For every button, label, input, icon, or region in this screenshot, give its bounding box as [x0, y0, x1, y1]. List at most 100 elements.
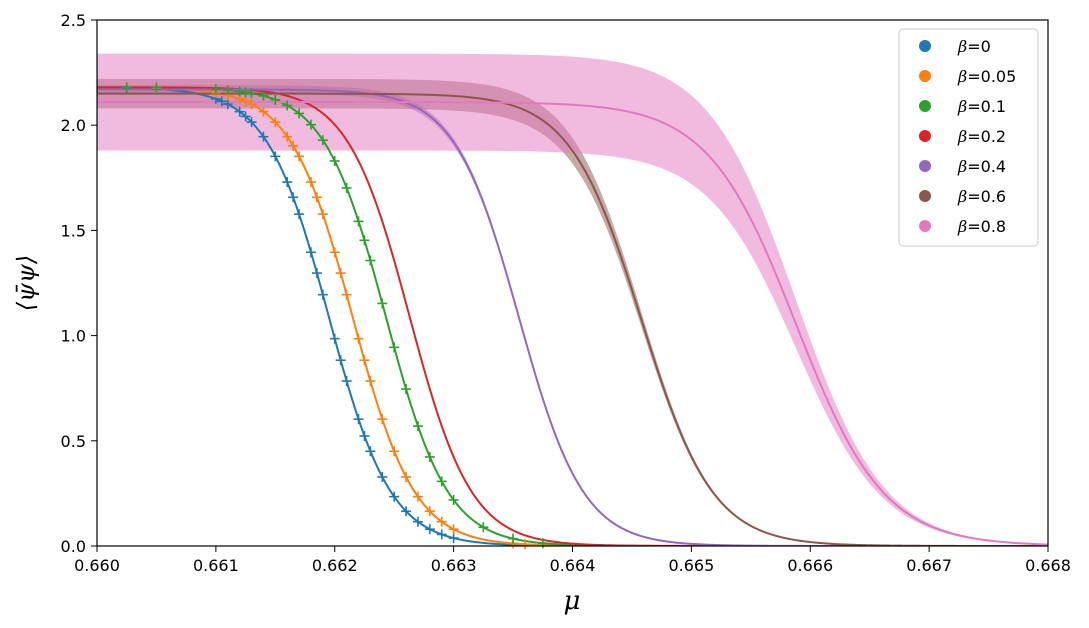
marker-series-2	[377, 298, 388, 309]
legend-marker-0	[919, 40, 931, 52]
legend-label-5: β=0.6	[957, 187, 1006, 206]
marker-series-2	[353, 216, 364, 227]
x-tick-label: 0.661	[193, 556, 239, 575]
marker-series-2	[240, 87, 251, 98]
marker-series-0	[240, 111, 251, 122]
marker-series-2	[317, 135, 328, 146]
y-tick-label: 1.0	[61, 327, 86, 346]
marker-series-2	[222, 85, 233, 96]
marker-series-1	[258, 106, 269, 117]
marker-series-1	[448, 524, 459, 535]
marker-series-1	[424, 506, 435, 517]
series-markers	[121, 82, 548, 550]
marker-series-0	[412, 516, 423, 527]
marker-series-0	[246, 117, 257, 128]
y-tick-label: 1.5	[61, 221, 86, 240]
marker-series-1	[294, 151, 305, 162]
y-axis-ticks: 0.0 0.5 1.0 1.5 2.0 2.5	[61, 11, 97, 556]
marker-series-1	[519, 539, 530, 550]
marker-series-2	[305, 119, 316, 130]
marker-series-2	[359, 235, 370, 246]
x-axis-label: μ	[564, 586, 581, 616]
legend-label-symbol: β	[957, 157, 967, 176]
x-axis-ticks: 0.660 0.661 0.662 0.663 0.664 0.665 0.666 0.667…	[74, 546, 1071, 575]
x-tick-label: 0.662	[312, 556, 358, 575]
legend-label-value: =0.8	[967, 217, 1006, 236]
marker-series-1	[341, 289, 352, 300]
marker-series-2	[365, 255, 376, 266]
marker-series-0	[294, 209, 305, 220]
marker-series-0	[377, 471, 388, 482]
marker-series-1	[311, 192, 322, 203]
marker-series-2	[234, 86, 245, 97]
marker-series-0	[401, 506, 412, 517]
legend-label-symbol: β	[957, 187, 967, 206]
x-tick-label: 0.663	[431, 556, 477, 575]
marker-series-1	[305, 177, 316, 188]
marker-series-0	[448, 533, 459, 544]
y-tick-label: 2.5	[61, 11, 86, 30]
marker-series-0	[258, 131, 269, 142]
marker-series-0	[389, 491, 400, 502]
marker-series-2	[448, 494, 459, 505]
line-series-6	[97, 101, 1048, 546]
legend-marker-3	[919, 130, 931, 142]
legend-label-symbol: β	[957, 127, 967, 146]
line-series-4	[97, 88, 1048, 546]
marker-series-0	[288, 192, 299, 203]
marker-series-1	[389, 446, 400, 457]
legend-marker-5	[919, 190, 931, 202]
marker-series-0	[222, 99, 233, 110]
marker-series-0	[234, 106, 245, 117]
x-tick-label: 0.664	[550, 556, 596, 575]
marker-series-0	[329, 333, 340, 344]
marker-series-0	[305, 247, 316, 258]
legend-label-symbol: β	[957, 67, 967, 86]
marker-series-0	[270, 151, 281, 162]
marker-series-2	[121, 82, 132, 93]
marker-series-0	[317, 289, 328, 300]
marker-series-1	[401, 471, 412, 482]
marker-series-0	[353, 414, 364, 425]
legend-label-1: β=0.05	[957, 67, 1016, 86]
y-tick-label: 0.0	[61, 537, 86, 556]
legend-label-0: β=0	[957, 37, 991, 56]
marker-series-2	[412, 421, 423, 432]
y-tick-label: 2.0	[61, 116, 86, 135]
marker-series-2	[282, 100, 293, 111]
marker-series-0	[424, 524, 435, 535]
legend-label-value: =0	[967, 37, 991, 56]
legend-label-symbol: β	[957, 217, 967, 236]
legend-label-value: =0.1	[967, 97, 1006, 116]
marker-series-1	[335, 268, 346, 279]
legend-label-value: =0.05	[967, 67, 1016, 86]
marker-series-0	[311, 268, 322, 279]
legend-label-3: β=0.2	[957, 127, 1006, 146]
legend-label-value: =0.4	[967, 157, 1006, 176]
x-tick-label: 0.668	[1025, 556, 1071, 575]
legend-label-6: β=0.8	[957, 217, 1006, 236]
marker-series-1	[359, 355, 370, 366]
legend-marker-4	[919, 160, 931, 172]
legend-marker-6	[919, 220, 931, 232]
marker-series-1	[240, 96, 251, 107]
x-tick-label: 0.666	[787, 556, 833, 575]
x-tick-label: 0.665	[668, 556, 714, 575]
marker-series-0	[359, 431, 370, 442]
marker-series-2	[294, 108, 305, 119]
legend-marker-2	[919, 100, 931, 112]
marker-series-1	[270, 117, 281, 128]
marker-series-2	[246, 88, 257, 99]
marker-series-2	[508, 533, 519, 544]
legend-marker-1	[919, 70, 931, 82]
marker-series-2	[389, 342, 400, 353]
x-tick-label: 0.660	[74, 556, 120, 575]
legend-box	[898, 28, 1039, 247]
y-axis-label: ⟨ψ̄ψ⟩	[12, 255, 40, 311]
marker-series-0	[341, 376, 352, 387]
marker-series-1	[436, 516, 447, 527]
marker-series-1	[317, 209, 328, 220]
marker-series-1	[288, 140, 299, 151]
marker-series-1	[412, 491, 423, 502]
marker-series-0	[365, 446, 376, 457]
